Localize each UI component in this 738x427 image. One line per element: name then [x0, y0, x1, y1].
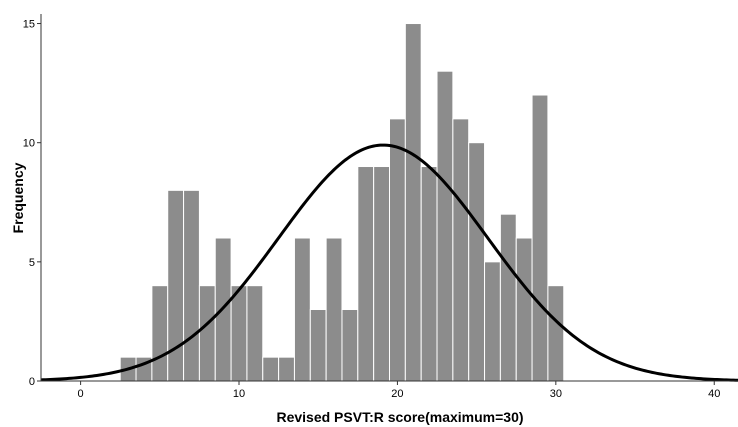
histogram-bar: [468, 142, 486, 382]
bars-group: [119, 23, 565, 382]
histogram-bar: [404, 23, 422, 382]
x-axis-title: Revised PSVT:R score(maximum=30): [276, 409, 523, 425]
y-tick-label: 15: [23, 19, 35, 31]
histogram-bar: [183, 189, 200, 382]
normal-curve: [40, 143, 738, 382]
y-tick-label: 5: [29, 257, 35, 269]
histogram-bar: [484, 261, 501, 382]
y-tick-label: 0: [29, 376, 35, 388]
y-ticks: 0 5 10 15: [23, 19, 41, 388]
histogram-bar: [278, 356, 295, 382]
histogram-bar: [436, 70, 454, 382]
histogram-bar: [246, 285, 264, 382]
histogram-bar: [198, 285, 216, 382]
y-axis-title: Frequency: [10, 162, 26, 233]
histogram-bar: [452, 118, 470, 382]
x-tick-label: 0: [78, 388, 84, 400]
histogram-bar: [373, 166, 390, 382]
histogram-bar: [515, 237, 533, 382]
histogram-bar: [357, 166, 375, 382]
x-tick-label: 20: [391, 388, 403, 400]
histogram-bar: [293, 237, 311, 382]
histogram-bar: [151, 285, 169, 382]
histogram-bar: [389, 118, 406, 382]
histogram-bar: [499, 213, 517, 382]
histogram-bar: [420, 166, 438, 382]
histogram-bar: [325, 237, 343, 382]
x-tick-label: 30: [550, 388, 562, 400]
x-tick-label: 40: [708, 388, 720, 400]
histogram-bar: [531, 94, 549, 382]
x-tick-label: 10: [233, 388, 245, 400]
histogram-bar: [309, 309, 327, 382]
histogram-bar: [262, 356, 280, 382]
histogram-bar: [547, 285, 565, 382]
histogram-bar: [230, 285, 248, 382]
histogram-bar: [341, 309, 359, 382]
x-ticks: 0 10 20 30 40: [78, 381, 720, 400]
y-tick-label: 10: [23, 138, 35, 150]
